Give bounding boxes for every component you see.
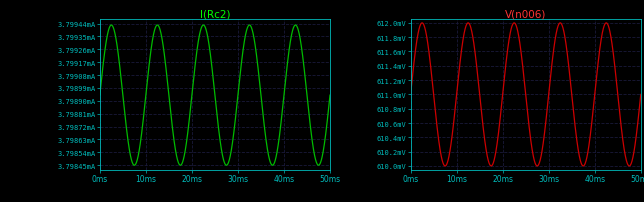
Title: I(Rc2): I(Rc2) bbox=[200, 9, 230, 19]
Title: V(n006): V(n006) bbox=[505, 9, 546, 19]
